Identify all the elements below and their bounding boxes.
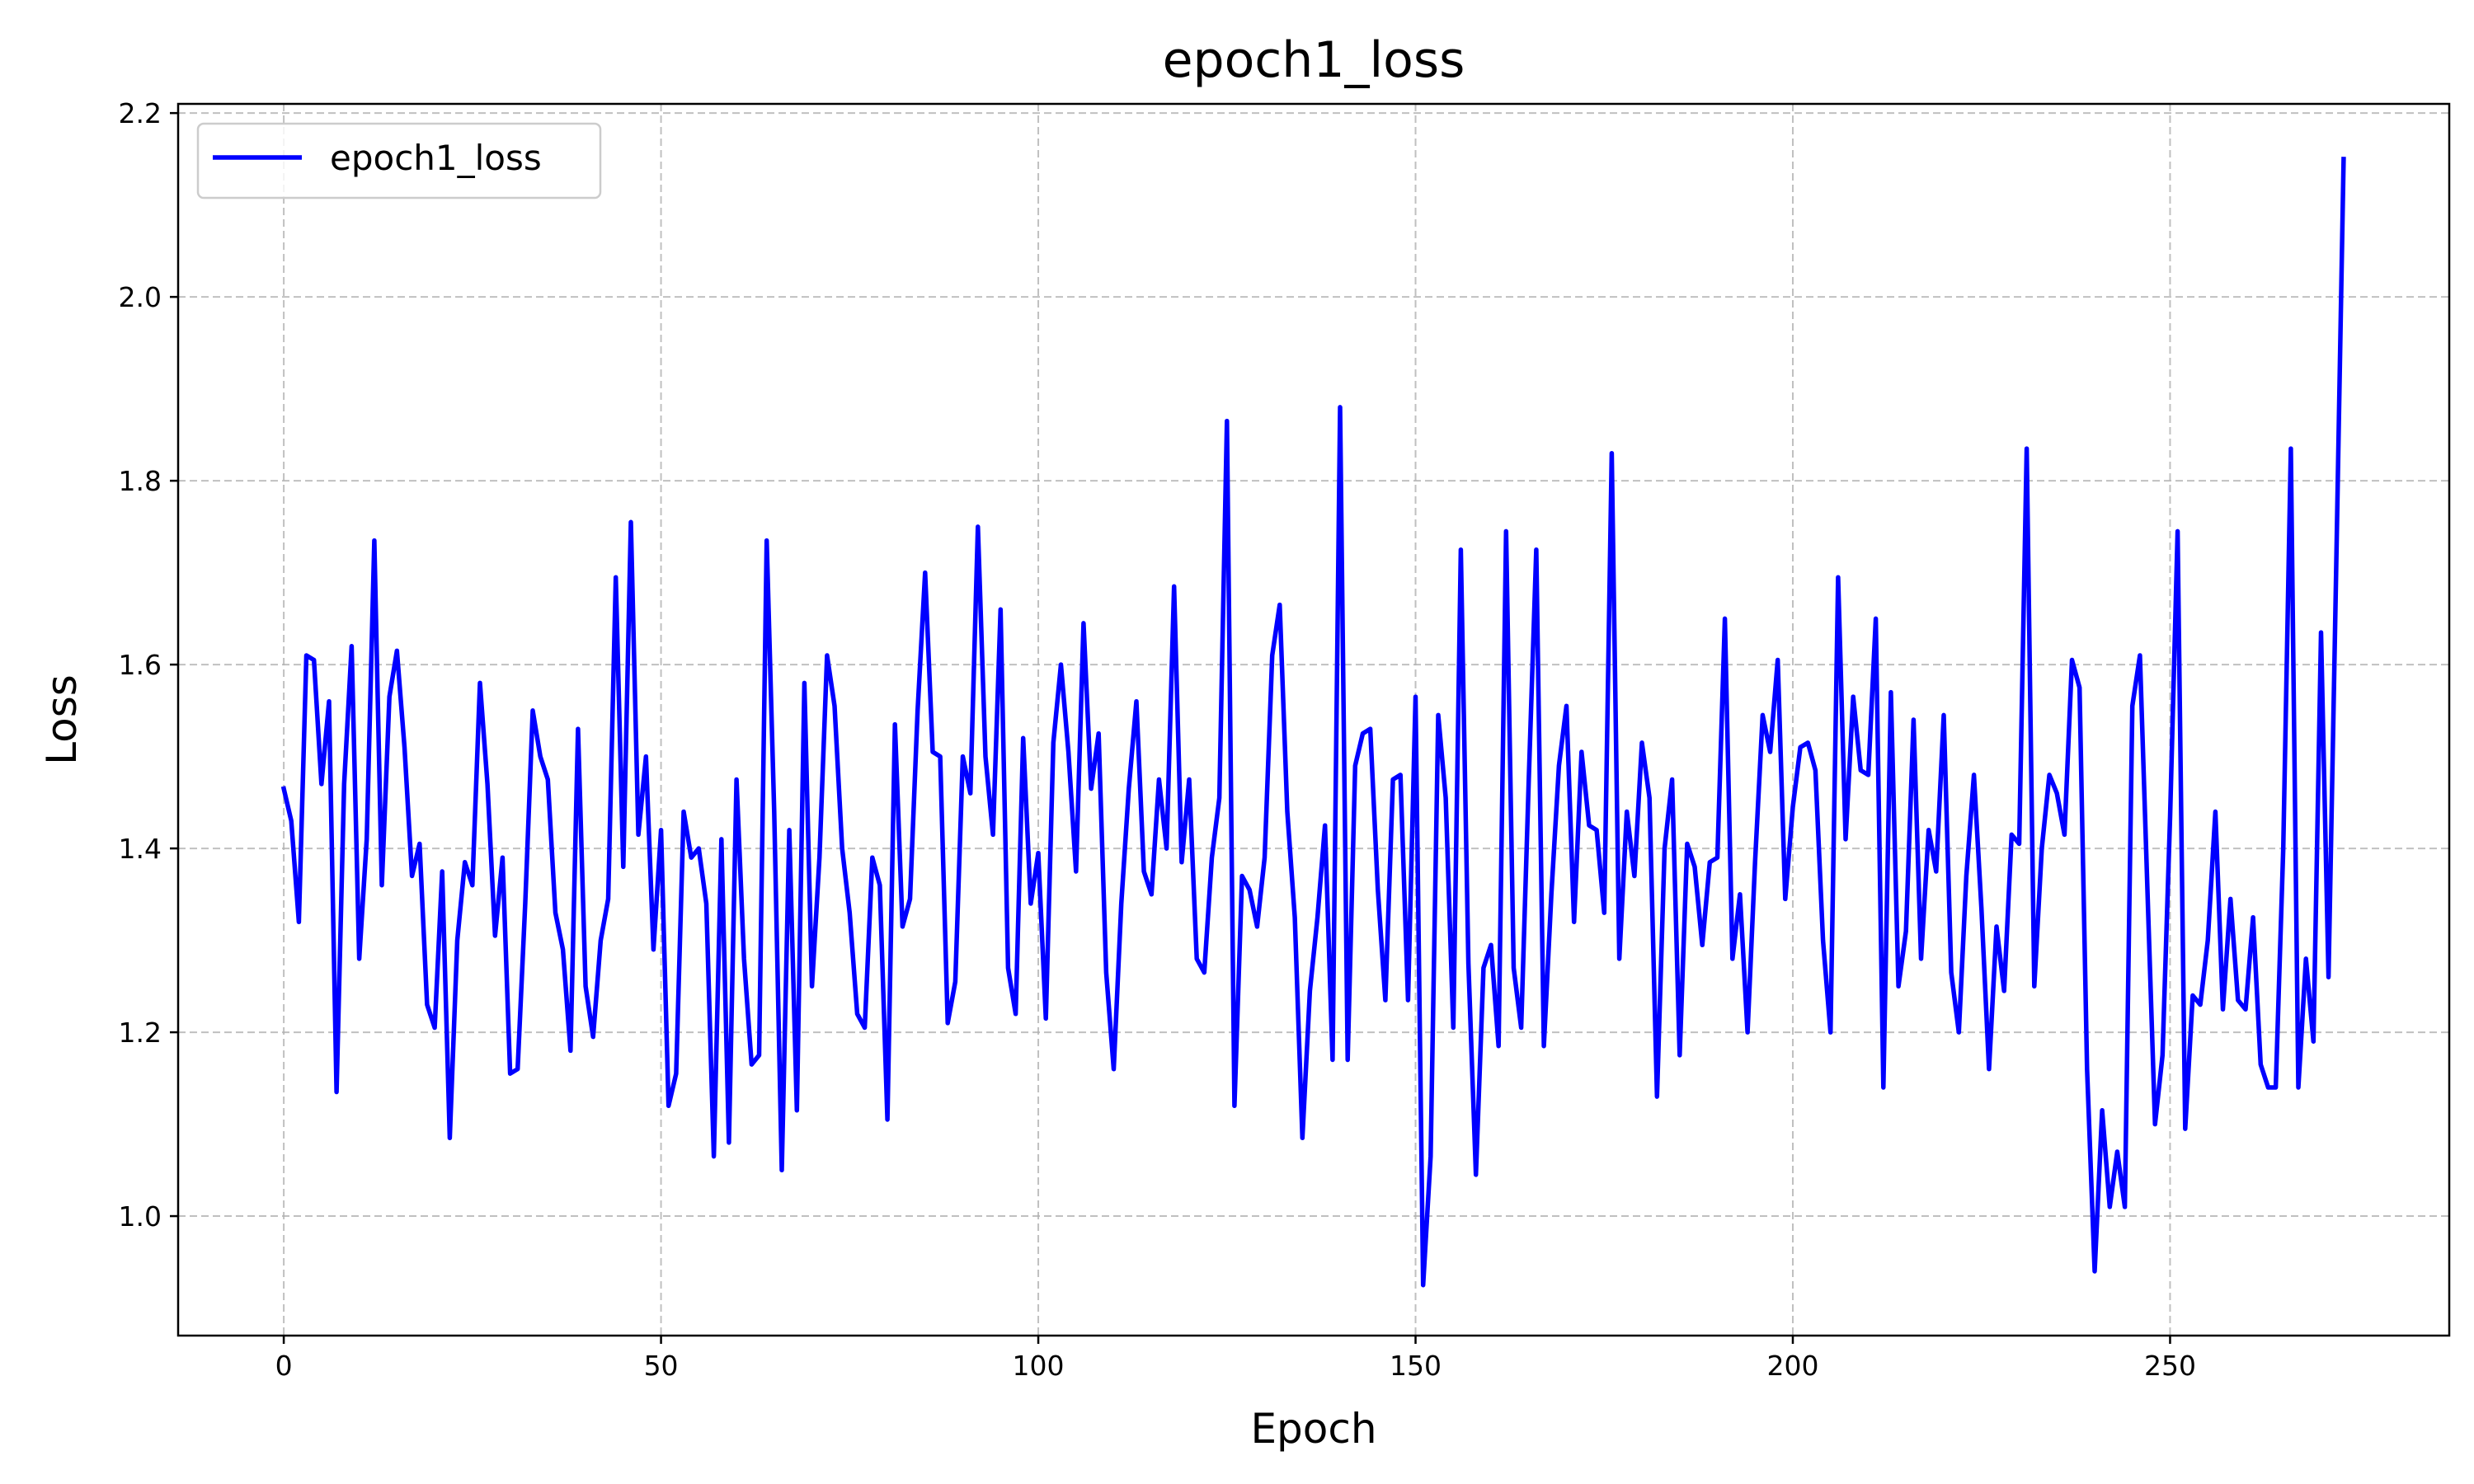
y-tick-label: 1.6	[119, 649, 162, 681]
x-tick-label: 150	[1390, 1350, 1442, 1382]
x-tick-label: 250	[2144, 1350, 2196, 1382]
y-tick-label: 1.4	[119, 833, 162, 865]
y-tick-label: 1.8	[119, 465, 162, 497]
y-tick-label: 1.2	[119, 1017, 162, 1049]
chart-title: epoch1_loss	[1163, 31, 1465, 89]
y-tick-label: 2.2	[119, 97, 162, 129]
x-tick-label: 50	[644, 1350, 679, 1382]
series-layer	[280, 157, 2346, 1288]
plot-area-frame	[176, 102, 2451, 1337]
legend: epoch1_loss	[196, 122, 602, 200]
x-tick-label: 100	[1013, 1350, 1065, 1382]
x-tick-label: 200	[1766, 1350, 1818, 1382]
y-axis-ticks: 1.0 1.2 1.4 1.6 1.8 2.0 2.2	[119, 97, 178, 1233]
y-tick-label: 2.0	[119, 281, 162, 313]
x-tick-label: 0	[275, 1350, 293, 1382]
x-axis-ticks: 0 50 100 150 200 250	[275, 1336, 2196, 1382]
legend-box	[196, 122, 602, 200]
y-axis-label: Loss	[38, 674, 86, 765]
y-tick-label: 1.0	[119, 1200, 162, 1233]
legend-label: epoch1_loss	[330, 138, 542, 178]
x-axis-label: Epoch	[1250, 1405, 1376, 1453]
series-line-epoch1_loss	[280, 157, 2346, 1288]
